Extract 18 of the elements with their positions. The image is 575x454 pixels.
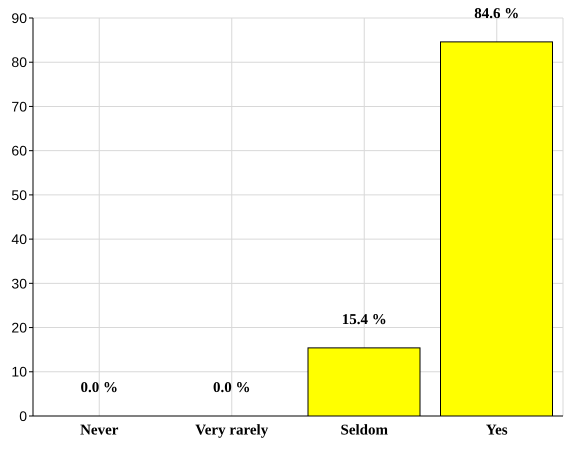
data-label: 15.4 % — [342, 312, 387, 328]
data-label: 0.0 % — [80, 380, 118, 396]
y-tick-label: 90 — [11, 10, 28, 26]
y-tick-label: 50 — [11, 186, 28, 203]
x-tick-label: Never — [80, 422, 119, 439]
x-tick-label: Very rarely — [195, 422, 269, 439]
y-tick-label: 80 — [11, 54, 28, 70]
y-tick-label: 0 — [19, 408, 28, 424]
y-tick-label: 20 — [11, 320, 28, 336]
data-label: 84.6 % — [474, 6, 520, 22]
y-tick-label: 30 — [11, 275, 28, 292]
y-tick-label: 70 — [11, 98, 28, 114]
y-tick-label: 10 — [11, 364, 28, 380]
y-tick-label: 40 — [11, 231, 28, 248]
x-tick-label: Seldom — [340, 422, 388, 439]
y-tick-label: 60 — [11, 142, 28, 159]
data-label: 0.0 % — [213, 380, 250, 396]
x-tick-label: Yes — [486, 422, 508, 439]
